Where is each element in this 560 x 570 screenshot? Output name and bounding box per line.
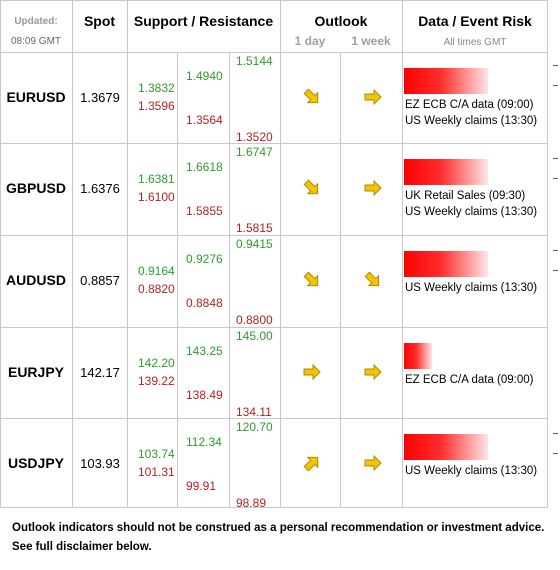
resistance-level-2: 0.8848 (186, 296, 223, 310)
outlook-1week-header: 1 week (351, 34, 391, 48)
edge-tick (553, 250, 558, 251)
outlook-1week-right-arrow-icon (363, 363, 383, 381)
outlook-1week-right-arrow-icon (363, 454, 383, 472)
event-risk-bar (404, 434, 488, 460)
event-risk-bar (404, 68, 488, 94)
edge-tick (553, 158, 558, 159)
resistance-level-3: 1.5815 (236, 221, 273, 235)
spot-value: 142.17 (80, 365, 120, 380)
event-risk-bar (404, 343, 432, 369)
row-divider (0, 235, 548, 236)
event-item: US Weekly claims (13:30) (405, 282, 538, 294)
support-level-3: 0.9415 (236, 237, 273, 251)
support-level-1: 1.3832 (138, 81, 175, 95)
resistance-level-2: 1.5855 (186, 204, 223, 218)
support-level-1: 103.74 (138, 447, 175, 461)
resistance-level-3: 134.11 (236, 405, 272, 419)
col-divider (280, 0, 281, 508)
col-divider (177, 52, 178, 508)
edge-tick (553, 433, 558, 434)
edge-tick (553, 178, 558, 179)
event-risk-bar (404, 159, 488, 185)
resistance-level-2: 1.3564 (186, 113, 223, 127)
spot-header: Spot (83, 13, 116, 29)
edge-tick (553, 453, 558, 454)
pair-name: EURJPY (7, 364, 65, 380)
resistance-level-2: 138.49 (186, 388, 223, 402)
edge-tick (553, 65, 558, 66)
support-level-1: 0.9164 (138, 264, 175, 278)
outlook-1day-header: 1 day (294, 34, 326, 48)
spot-value: 1.6376 (80, 181, 120, 196)
outlook-header: Outlook (314, 13, 368, 29)
event-item: UK Retail Sales (09:30) (405, 190, 526, 202)
support-level-2: 1.4940 (186, 69, 223, 83)
disclaimer-line-1: Outlook indicators should not be constru… (12, 522, 545, 534)
event-risk-bar (404, 251, 488, 277)
support-level-2: 112.34 (186, 435, 222, 449)
col-divider (127, 0, 128, 508)
support-level-3: 1.6747 (236, 145, 273, 159)
event-risk-header: Data / Event Risk (418, 13, 532, 29)
col-divider (229, 52, 230, 508)
outlook-1day-down-right-arrow-icon (302, 271, 322, 289)
outlook-1week-down-right-arrow-icon (363, 271, 383, 289)
disclaimer-link[interactable]: See full disclaimer below. (12, 541, 152, 553)
resistance-level-3: 0.8800 (236, 313, 273, 327)
event-item: EZ ECB C/A data (09:00) (405, 374, 534, 386)
resistance-level-1: 0.8820 (138, 282, 175, 296)
updated-label: Updated: (14, 16, 58, 27)
resistance-level-2: 99.91 (186, 479, 217, 493)
spot-value: 0.8857 (80, 273, 120, 288)
resistance-level-1: 101.31 (138, 465, 175, 479)
resistance-level-3: 98.89 (236, 496, 267, 510)
row-divider (0, 143, 548, 144)
support-level-3: 120.70 (236, 420, 273, 434)
edge-tick (553, 270, 558, 271)
row-divider (0, 418, 548, 419)
spot-value: 1.3679 (80, 90, 120, 105)
col-divider (402, 0, 403, 508)
outlook-1week-right-arrow-icon (363, 179, 383, 197)
all-times-label: All times GMT (443, 37, 507, 48)
event-item: US Weekly claims (13:30) (405, 115, 538, 127)
event-item: US Weekly claims (13:30) (405, 465, 538, 477)
support-level-3: 1.5144 (236, 54, 273, 68)
resistance-level-3: 1.3520 (236, 130, 273, 144)
support-level-1: 1.6381 (138, 172, 175, 186)
pair-name: AUDUSD (6, 272, 66, 288)
resistance-level-1: 1.3596 (138, 99, 175, 113)
spot-value: 103.93 (80, 456, 120, 471)
support-level-2: 0.9276 (186, 252, 223, 266)
support-resistance-header: Support / Resistance (133, 13, 274, 29)
row-divider (0, 327, 548, 328)
resistance-level-1: 1.6100 (138, 190, 175, 204)
support-level-1: 142.20 (138, 356, 175, 370)
pair-name: USDJPY (7, 455, 65, 471)
support-level-2: 143.25 (186, 344, 223, 358)
outlook-1day-up-right-arrow-icon (302, 454, 322, 472)
pair-name: GBPUSD (6, 180, 66, 196)
edge-tick (553, 85, 558, 86)
pair-name: EURUSD (6, 89, 66, 105)
resistance-level-1: 139.22 (138, 374, 175, 388)
outlook-1week-right-arrow-icon (363, 88, 383, 106)
outlook-1day-right-arrow-icon (302, 363, 322, 381)
event-item: EZ ECB C/A data (09:00) (405, 99, 534, 111)
event-item: US Weekly claims (13:30) (405, 206, 538, 218)
outlook-1day-down-right-arrow-icon (302, 179, 322, 197)
support-level-3: 145.00 (236, 329, 273, 343)
outlook-table (0, 0, 548, 508)
row-divider (0, 52, 548, 53)
col-divider (340, 52, 341, 508)
support-level-2: 1.6618 (186, 160, 223, 174)
outlook-1day-down-right-arrow-icon (302, 88, 322, 106)
col-divider (72, 0, 73, 508)
updated-time: 08:09 GMT (10, 36, 62, 47)
